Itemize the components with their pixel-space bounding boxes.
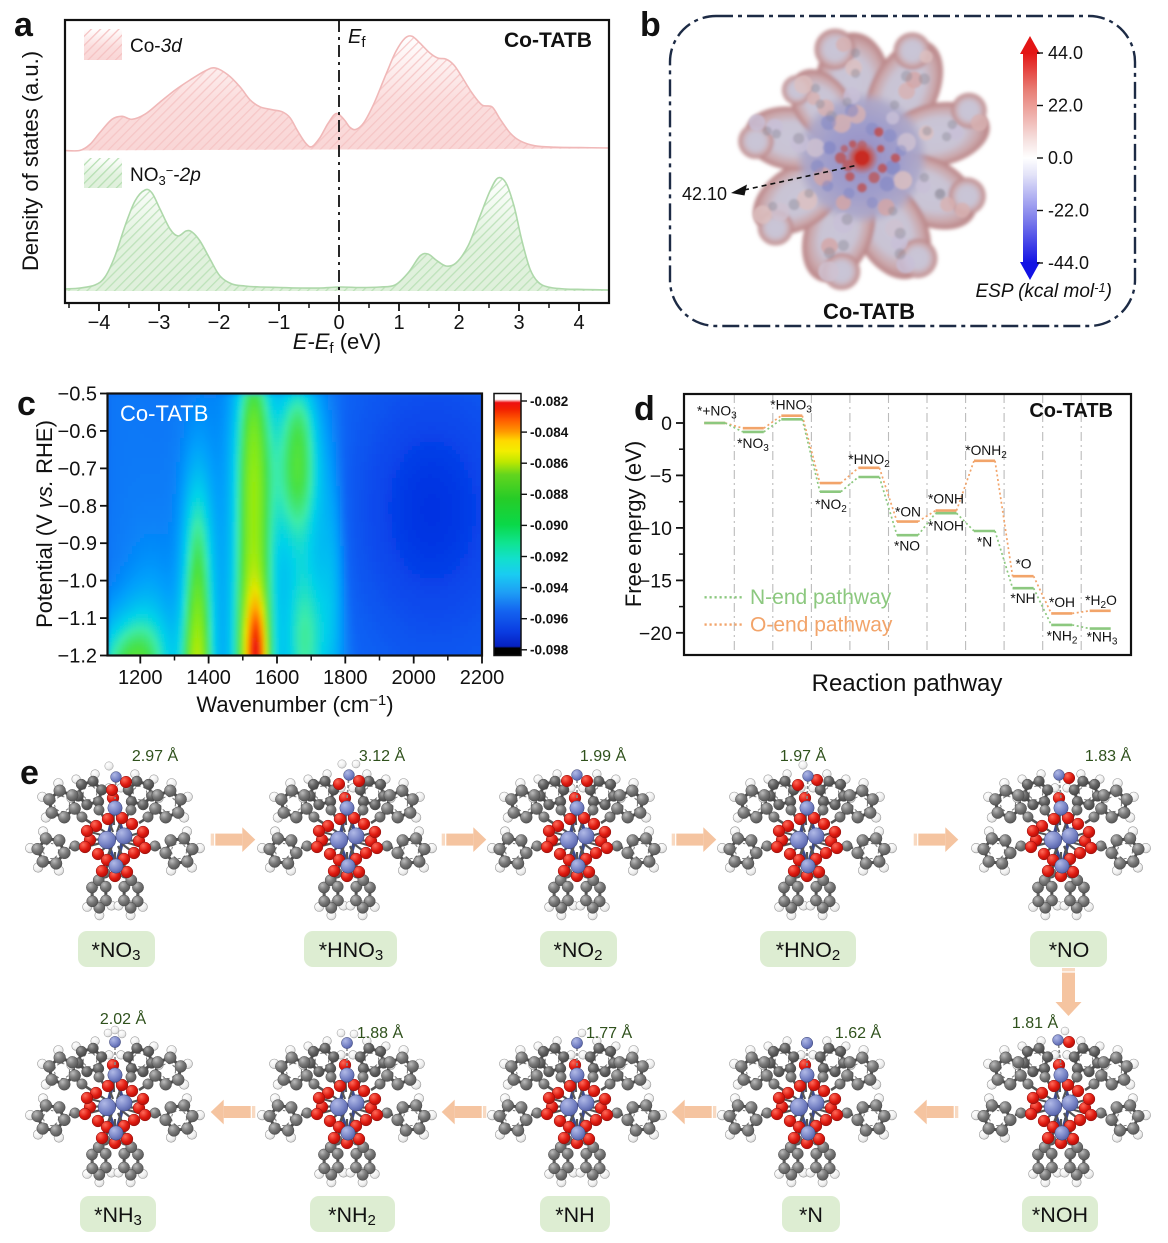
svg-text:E-Ef (eV): E-Ef (eV) [293, 329, 382, 357]
svg-text:Co-3d: Co-3d [130, 36, 183, 57]
svg-text:ESP (kcal mol-1): ESP (kcal mol-1) [976, 280, 1113, 302]
svg-text:1: 1 [393, 312, 404, 334]
svg-text:0.0: 0.0 [1048, 148, 1073, 168]
svg-text:2: 2 [453, 312, 464, 334]
svg-text:b: b [640, 6, 661, 44]
svg-text:−2: −2 [208, 312, 231, 334]
svg-text:Co-TATB: Co-TATB [823, 299, 915, 324]
svg-text:−4: −4 [88, 312, 111, 334]
svg-text:−1: −1 [268, 312, 291, 334]
svg-text:Co-TATB: Co-TATB [504, 29, 592, 52]
svg-text:a: a [14, 6, 34, 44]
svg-text:0: 0 [333, 312, 344, 334]
svg-text:22.0: 22.0 [1048, 96, 1083, 116]
svg-text:42.10: 42.10 [682, 184, 727, 204]
svg-text:Ef: Ef [348, 26, 366, 51]
svg-text:44.0: 44.0 [1048, 43, 1083, 63]
svg-text:NO3−-2p: NO3−-2p [130, 163, 201, 188]
svg-text:-22.0: -22.0 [1048, 201, 1089, 221]
svg-text:−3: −3 [148, 312, 171, 334]
svg-text:-44.0: -44.0 [1048, 253, 1089, 273]
svg-text:4: 4 [573, 312, 584, 334]
svg-text:3: 3 [513, 312, 524, 334]
svg-text:Density of states (a.u.): Density of states (a.u.) [18, 51, 43, 271]
